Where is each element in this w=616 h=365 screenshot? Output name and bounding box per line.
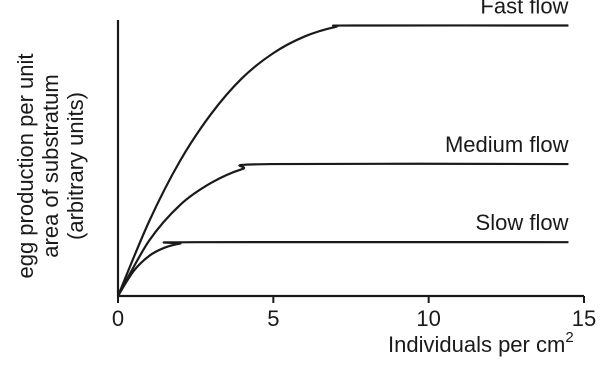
- series-curves: [116, 24, 569, 297]
- y-axis-title-line-1: egg production per unit: [13, 53, 38, 278]
- x-axis-title-text: Individuals per cm: [388, 332, 565, 357]
- x-tick-label-15: 15: [572, 306, 596, 331]
- x-axis-title-superscript: 2: [565, 329, 573, 346]
- series-line-medium-flow: [117, 162, 569, 297]
- series-label-medium-flow: Medium flow: [445, 132, 569, 157]
- x-tick-label-10: 10: [416, 306, 440, 331]
- x-axis-title: Individuals per cm2: [388, 329, 574, 357]
- series-labels: Fast flow Medium flow Slow flow: [445, 0, 569, 235]
- series-label-slow-flow: Slow flow: [476, 210, 569, 235]
- x-axis-tick-labels: 0 5 10 15: [112, 306, 596, 331]
- x-axis-ticks: [117, 296, 585, 303]
- y-axis-title-line-2: area of substratum: [38, 74, 63, 257]
- x-tick-label-5: 5: [267, 306, 279, 331]
- series-label-fast-flow: Fast flow: [480, 0, 568, 19]
- series-line-slow-flow: [117, 240, 569, 297]
- series-line-fast-flow: [116, 24, 569, 297]
- y-axis-title: egg production per unit area of substrat…: [13, 53, 88, 278]
- x-tick-label-0: 0: [112, 306, 124, 331]
- y-axis-title-line-3: (arbitrary units): [63, 92, 88, 240]
